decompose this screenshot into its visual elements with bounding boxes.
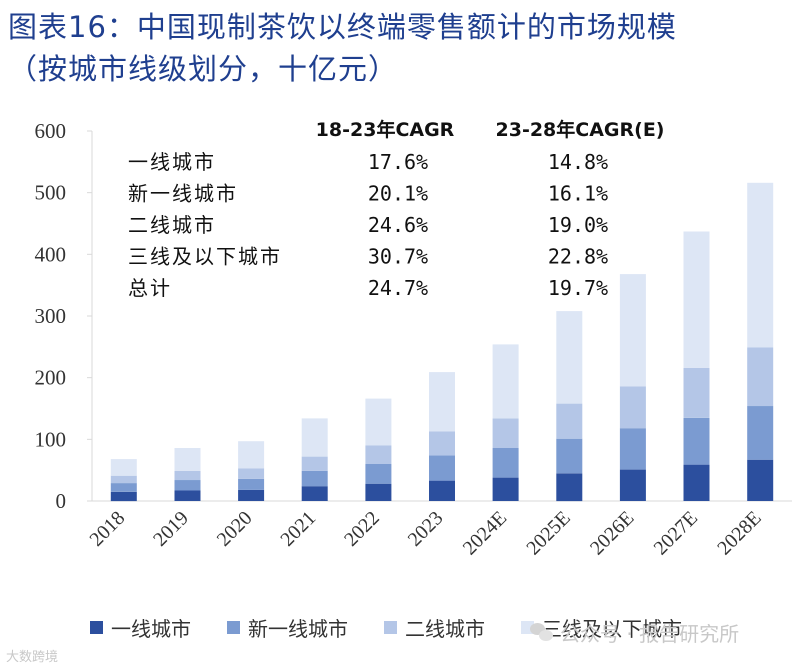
bar-segment [747, 182, 774, 348]
bar-segment [683, 417, 710, 465]
cagr-value-2023-2028: 19.0% [548, 213, 608, 237]
cagr-value-2023-2028: 16.1% [548, 182, 608, 206]
legend-item-new-tier1: 新一线城市 [227, 613, 348, 642]
cagr-value-2018-2023: 20.1% [368, 182, 428, 206]
bar-segment [747, 459, 774, 501]
x-tick-label: 2021 [276, 507, 320, 551]
watermark-left: 大数跨境 [6, 650, 59, 665]
bar-segment [238, 478, 265, 490]
bar-segment [365, 483, 392, 501]
legend-swatch-tier2 [384, 620, 397, 634]
cagr-value-2018-2023: 24.6% [368, 213, 428, 237]
cagr-row-label: 三线及以下城市 [128, 245, 282, 269]
watermark-right-text: 公众号 · 报告研究所 [560, 622, 740, 646]
bar-segment [683, 231, 710, 368]
chart-title-line-1: 图表16：中国现制茶饮以终端零售额计的市场规模 [8, 10, 677, 44]
bar-segment [429, 480, 455, 501]
x-tick-label: 2019 [149, 507, 193, 551]
legend-item-tier1: 一线城市 [90, 613, 191, 642]
bar-segment [556, 311, 583, 404]
bar-segment [174, 480, 201, 491]
bar-segment [238, 489, 265, 501]
bar-segment [238, 441, 265, 469]
bar-segment [301, 418, 328, 457]
cagr-value-2023-2028: 19.7% [548, 276, 608, 300]
x-tick-label: 2023 [404, 507, 448, 551]
bar-segment [556, 438, 583, 474]
legend-label-tier1: 一线城市 [111, 616, 191, 641]
cagr-value-2018-2023: 30.7% [368, 245, 428, 269]
watermark-right: 公众号 · 报告研究所 [530, 618, 739, 647]
bar-segment [429, 372, 455, 432]
cagr-value-2018-2023: 17.6% [368, 150, 428, 174]
x-tick-label: 2018 [86, 507, 130, 551]
stacked-bar-chart: 0 100 200 300 400 500 600 2018 2019 2020 2021 2022 2… [35, 118, 792, 559]
bar-segment [747, 406, 774, 460]
chart-legend: 一线城市 新一线城市 二线城市 三线及以下城市 [90, 612, 718, 642]
cagr-row-label: 一线城市 [128, 150, 216, 174]
bar-segment [492, 344, 519, 419]
bar-segment [747, 347, 774, 407]
legend-item-tier2: 二线城市 [384, 613, 485, 642]
bar-segment [110, 475, 137, 484]
bar-segment [619, 469, 646, 501]
bar-segment [365, 445, 392, 464]
bar-segment [429, 431, 455, 456]
cagr-row-label: 新一线城市 [128, 182, 238, 206]
bar-segment [683, 464, 710, 501]
x-tick-label: 2028E [713, 507, 765, 559]
bar-segment [556, 403, 583, 439]
legend-label-tier3-below: 三线及以下城市 [542, 616, 682, 641]
legend-label-tier2: 二线城市 [405, 616, 485, 641]
chart-title: 图表16：中国现制茶饮以终端零售额计的市场规模 （按城市线级划分，十亿元） [8, 6, 792, 90]
bar-segment [174, 448, 201, 471]
bar-segment [110, 491, 137, 502]
bar-segment [492, 448, 519, 478]
bar-segment [174, 490, 201, 501]
bar-segment [110, 459, 137, 476]
cagr-header-2018-2023: 18-23年CAGR [316, 118, 455, 141]
legend-swatch-new-tier1 [227, 620, 240, 634]
y-tick-label: 400 [35, 242, 67, 266]
x-tick-label: 2027E [650, 507, 702, 559]
cagr-row-label: 总计 [128, 276, 172, 300]
y-tick-label: 300 [35, 304, 67, 328]
bar-segment [492, 477, 519, 501]
cagr-value-2023-2028: 14.8% [548, 150, 608, 174]
bar-segment [429, 455, 455, 481]
x-tick-label: 2025E [522, 507, 574, 559]
bar-segment [110, 483, 137, 492]
bar-segment [556, 473, 583, 502]
y-tick-label: 0 [56, 489, 67, 513]
bar-segment [619, 428, 646, 470]
chart-title-line-2: （按城市线级划分，十亿元） [8, 52, 399, 86]
bar-segment [174, 470, 201, 481]
cagr-row-label: 二线城市 [128, 213, 216, 237]
x-tick-label: 2020 [213, 507, 257, 551]
y-tick-label: 200 [35, 366, 67, 390]
bar-segment [301, 470, 328, 487]
legend-swatch-tier1 [90, 620, 103, 634]
cagr-value-2018-2023: 24.7% [368, 276, 428, 300]
bar-segment [683, 367, 710, 418]
x-tick-label: 2026E [586, 507, 638, 559]
bar-segment [365, 464, 392, 484]
bar-segment [619, 386, 646, 429]
legend-label-new-tier1: 新一线城市 [248, 616, 348, 641]
bar-segment [301, 486, 328, 501]
y-tick-label: 100 [35, 427, 67, 451]
bar-segment [492, 418, 519, 448]
bar-segment [301, 456, 328, 471]
bar-segment [238, 468, 265, 479]
cagr-header-2023-2028: 23-28年CAGR(E) [496, 118, 665, 141]
x-tick-label: 2022 [340, 507, 384, 551]
cagr-value-2023-2028: 22.8% [548, 245, 608, 269]
bar-segment [619, 274, 646, 387]
x-tick-label: 2024E [459, 507, 511, 559]
y-tick-label: 500 [35, 181, 67, 205]
wechat-icon [530, 622, 554, 643]
bar-segment [365, 398, 392, 446]
y-tick-label: 600 [35, 119, 67, 143]
